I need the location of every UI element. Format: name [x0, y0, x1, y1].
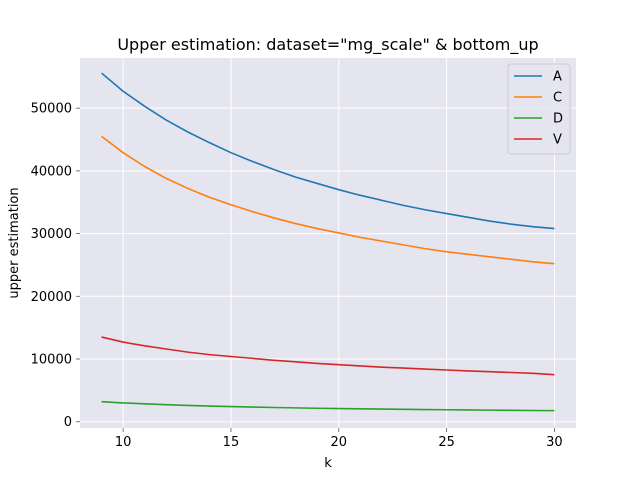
- legend-label-C: C: [553, 91, 562, 106]
- series-line-V: [101, 336, 555, 376]
- x-tick-label: 10: [115, 435, 132, 450]
- x-tick-label: 15: [223, 435, 240, 450]
- x-tick-label: 20: [331, 435, 348, 450]
- y-axis-label: upper estimation: [7, 187, 22, 298]
- grid: [80, 58, 576, 428]
- y-tick-label: 30000: [31, 227, 72, 242]
- y-tick-label: 0: [64, 415, 72, 430]
- y-tick-label: 10000: [31, 353, 72, 368]
- series-line-C: [101, 135, 555, 265]
- x-axis-label: k: [324, 456, 332, 471]
- y-tick-label: 50000: [31, 102, 72, 117]
- x-tick-label: 30: [546, 435, 563, 450]
- x-tick-label: 25: [438, 435, 455, 450]
- series-line-A: [101, 72, 555, 230]
- chart-title: Upper estimation: dataset="mg_scale" & b…: [117, 35, 538, 55]
- y-axis-ticks: 0 10000 20000 30000 40000 50000: [31, 102, 80, 430]
- series-lines: [101, 72, 555, 412]
- y-tick-label: 40000: [31, 164, 72, 179]
- legend-box: [507, 63, 571, 155]
- legend-label-A: A: [553, 70, 562, 85]
- series-line-D: [101, 400, 555, 412]
- y-tick-label: 20000: [31, 290, 72, 305]
- plot-area: [80, 58, 576, 428]
- legend-label-D: D: [553, 112, 563, 127]
- legend-label-V: V: [553, 133, 562, 148]
- x-axis-ticks: 10 15 20 25 30: [115, 428, 563, 450]
